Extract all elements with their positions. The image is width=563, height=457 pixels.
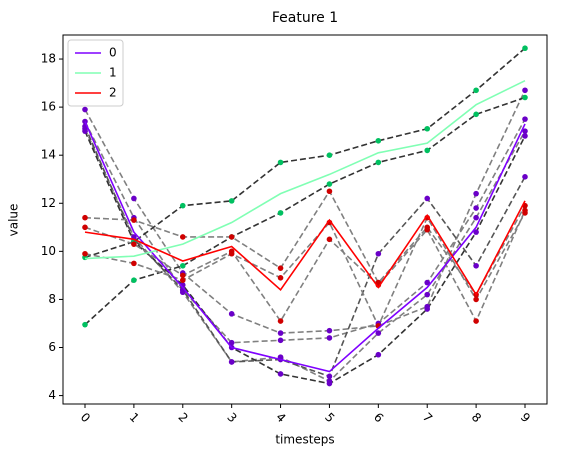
member-point bbox=[473, 296, 479, 303]
member-point bbox=[522, 133, 528, 139]
member-point bbox=[473, 190, 479, 197]
member-point bbox=[424, 226, 431, 233]
member-point bbox=[326, 152, 333, 158]
member-point bbox=[375, 159, 382, 166]
legend-label: 1 bbox=[109, 66, 117, 80]
member-point bbox=[131, 217, 137, 223]
member-point bbox=[82, 250, 88, 257]
member-point bbox=[473, 111, 479, 118]
y-tick-label: 6 bbox=[48, 340, 56, 354]
member-point bbox=[326, 380, 333, 387]
member-point bbox=[473, 229, 479, 235]
member-point bbox=[522, 174, 528, 180]
member-point bbox=[326, 236, 333, 243]
member-point bbox=[82, 106, 88, 113]
member-point bbox=[522, 94, 528, 101]
member-point bbox=[375, 137, 382, 144]
member-line bbox=[84, 212, 526, 328]
y-tick-label: 14 bbox=[41, 148, 56, 162]
member-point bbox=[424, 279, 431, 286]
member-point bbox=[82, 214, 88, 221]
member-point bbox=[375, 250, 382, 257]
member-point bbox=[473, 214, 479, 221]
member-point bbox=[326, 373, 333, 380]
member-point bbox=[326, 327, 333, 334]
member-point bbox=[179, 262, 186, 269]
member-point bbox=[228, 198, 235, 204]
member-point bbox=[326, 188, 333, 195]
member-point bbox=[277, 265, 284, 271]
member-line bbox=[84, 47, 526, 259]
member-point bbox=[424, 291, 431, 298]
member-point bbox=[326, 335, 333, 341]
member-point bbox=[82, 224, 88, 231]
member-point bbox=[522, 116, 528, 122]
member-point bbox=[179, 272, 186, 279]
member-point bbox=[424, 147, 431, 154]
member-point bbox=[277, 330, 284, 336]
member-point bbox=[277, 337, 284, 344]
member-point bbox=[228, 339, 235, 346]
member-point bbox=[82, 128, 88, 134]
member-point bbox=[424, 195, 431, 202]
member-line bbox=[84, 96, 526, 326]
y-tick-label: 12 bbox=[41, 196, 56, 210]
member-point bbox=[228, 359, 235, 365]
member-point bbox=[131, 195, 137, 202]
y-tick-label: 10 bbox=[41, 244, 56, 258]
chart-title: Feature 1 bbox=[272, 10, 338, 26]
y-tick-label: 16 bbox=[41, 100, 56, 114]
y-tick-label: 4 bbox=[48, 388, 56, 402]
member-point bbox=[375, 351, 382, 358]
member-line bbox=[84, 126, 526, 378]
member-line bbox=[84, 189, 526, 297]
member-point bbox=[277, 159, 284, 166]
member-line bbox=[84, 118, 526, 344]
member-point bbox=[424, 306, 431, 312]
member-point bbox=[228, 250, 235, 257]
member-point bbox=[473, 87, 479, 94]
member-point bbox=[424, 125, 431, 132]
member-point bbox=[473, 205, 479, 211]
member-point bbox=[522, 87, 528, 94]
member-point bbox=[179, 202, 186, 209]
member-point bbox=[179, 277, 186, 283]
plot-frame bbox=[62, 34, 548, 405]
member-line bbox=[84, 130, 526, 385]
member-line bbox=[84, 89, 526, 334]
legend-label: 2 bbox=[109, 86, 117, 100]
member-point bbox=[82, 321, 88, 328]
member-point bbox=[522, 128, 528, 134]
member-point bbox=[326, 181, 333, 187]
mean-line bbox=[84, 200, 526, 297]
member-point bbox=[375, 330, 382, 336]
member-point bbox=[179, 234, 186, 240]
x-axis-label: timesteps bbox=[275, 433, 334, 447]
y-tick-label: 8 bbox=[48, 292, 56, 306]
y-tick-label: 18 bbox=[41, 52, 56, 66]
member-point bbox=[228, 234, 235, 240]
member-point bbox=[522, 45, 528, 52]
member-point bbox=[473, 318, 479, 324]
member-point bbox=[131, 260, 137, 267]
member-point bbox=[473, 262, 479, 269]
member-point bbox=[277, 318, 284, 324]
member-point bbox=[277, 274, 284, 281]
member-point bbox=[277, 210, 284, 216]
member-point bbox=[277, 371, 284, 377]
member-point bbox=[131, 241, 137, 247]
y-axis-label: value bbox=[7, 204, 21, 237]
member-point bbox=[131, 277, 137, 283]
member-point bbox=[522, 210, 528, 216]
member-point bbox=[228, 311, 235, 317]
legend-label: 0 bbox=[109, 46, 117, 60]
mean-line bbox=[84, 121, 526, 373]
